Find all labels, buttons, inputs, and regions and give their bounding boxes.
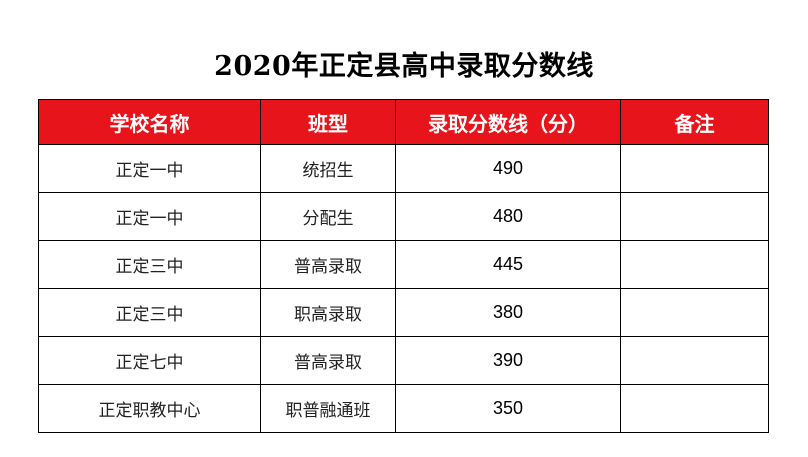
table-header-row: 学校名称 班型 录取分数线（分） 备注 (38, 99, 769, 145)
cell-score: 445 (395, 240, 621, 289)
page-title: 2020年正定县高中录取分数线 (214, 51, 594, 82)
cell-class-type: 统招生 (260, 144, 396, 193)
cell-school: 正定一中 (38, 192, 261, 241)
cell-note (620, 144, 769, 193)
cell-note (620, 384, 769, 433)
cell-note (620, 288, 769, 337)
header-school-name: 学校名称 (38, 99, 261, 145)
cell-school: 正定三中 (38, 240, 261, 289)
cell-score: 480 (395, 192, 621, 241)
cell-class-type: 分配生 (260, 192, 396, 241)
cell-school: 正定三中 (38, 288, 261, 337)
admission-score-table: 学校名称 班型 录取分数线（分） 备注 正定一中 统招生 490 正定一中 分配… (38, 99, 769, 433)
cell-score: 490 (395, 144, 621, 193)
header-score: 录取分数线（分） (395, 99, 621, 145)
cell-note (620, 192, 769, 241)
cell-school: 正定七中 (38, 336, 261, 385)
table-row: 正定职教中心 职普融通班 350 (38, 384, 769, 433)
cell-score: 350 (395, 384, 621, 433)
cell-class-type: 普高录取 (260, 336, 396, 385)
cell-class-type: 普高录取 (260, 240, 396, 289)
cell-class-type: 职高录取 (260, 288, 396, 337)
cell-note (620, 240, 769, 289)
table-row: 正定一中 分配生 480 (38, 192, 769, 241)
table-row: 正定三中 职高录取 380 (38, 288, 769, 337)
cell-note (620, 336, 769, 385)
header-note: 备注 (620, 99, 769, 145)
table-row: 正定七中 普高录取 390 (38, 336, 769, 385)
cell-class-type: 职普融通班 (260, 384, 396, 433)
table-row: 正定一中 统招生 490 (38, 144, 769, 193)
table-row: 正定三中 普高录取 445 (38, 240, 769, 289)
cell-school: 正定职教中心 (38, 384, 261, 433)
cell-score: 390 (395, 336, 621, 385)
cell-school: 正定一中 (38, 144, 261, 193)
cell-score: 380 (395, 288, 621, 337)
header-class-type: 班型 (260, 99, 396, 145)
